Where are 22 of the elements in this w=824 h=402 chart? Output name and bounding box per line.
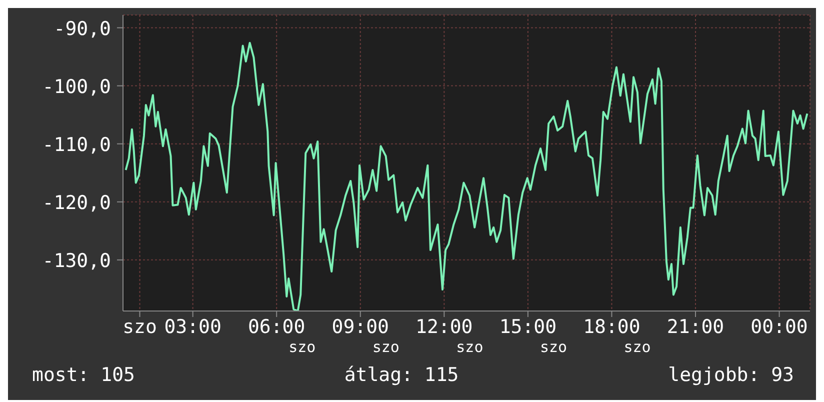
text: szo [372,338,400,356]
x-tick-label: 00:00 [750,316,808,338]
text: legjobb: 93 [668,364,794,386]
x-tick-label: 03:00 [164,316,222,338]
text: szo [456,338,484,356]
x-tick-label: 21:00 [666,316,724,338]
text: szo [288,338,316,356]
y-tick-label: -90,0 [54,18,111,40]
y-tick-label: -130,0 [42,250,111,272]
x-tick-label: 15:00 [499,316,557,338]
x-tick-label: 09:00 [332,316,389,338]
x-tick-label: 12:00 [416,316,473,338]
y-tick-label: -110,0 [42,134,111,156]
y-tick-label: -120,0 [42,192,111,214]
x-tick-label: 18:00 [583,316,640,338]
text: szo [624,338,651,356]
text: átlag: 115 [344,364,459,386]
y-tick-label: -100,0 [42,76,111,98]
x-tick-label: 06:00 [248,316,306,338]
text: szo [540,338,568,356]
text: most: 105 [32,364,135,386]
x-tick-label: szo [122,316,157,338]
